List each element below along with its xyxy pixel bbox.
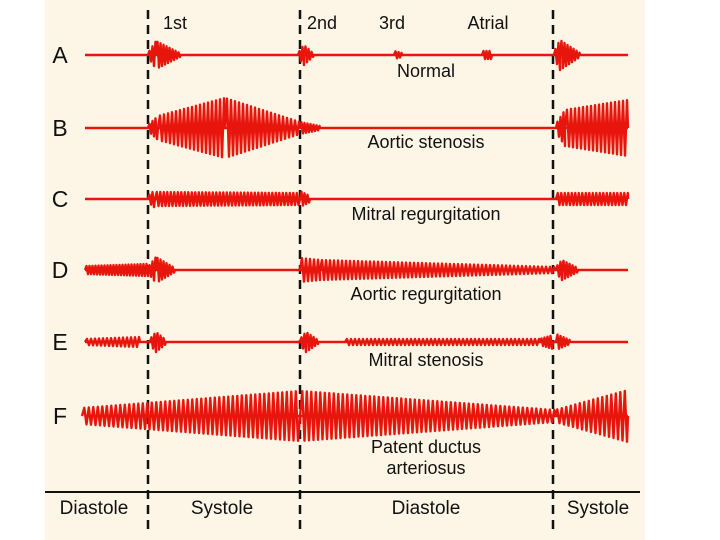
waveform (554, 191, 630, 207)
row-caption: Mitral regurgitation (351, 204, 500, 224)
waveform (554, 111, 567, 148)
waveform (298, 257, 322, 283)
waveform (298, 121, 322, 135)
waveform (560, 259, 580, 280)
sound-label: 1st (163, 13, 187, 33)
waveform (80, 390, 302, 442)
row-caption: Aortic regurgitation (350, 284, 501, 304)
waveform (146, 40, 158, 68)
waveform (553, 389, 630, 443)
waveform (563, 99, 630, 157)
waveform (154, 40, 182, 69)
row-letter: D (52, 257, 69, 283)
waveform (223, 97, 302, 158)
phase-label: Diastole (60, 498, 129, 519)
waveform (83, 262, 150, 278)
waveform (296, 45, 306, 67)
waveform (558, 39, 582, 70)
waveform (146, 256, 158, 282)
row-caption: arteriosus (386, 458, 465, 478)
waveform (146, 190, 157, 209)
waveform (538, 334, 555, 350)
content: 1st 2nd 3rd Atrial Diastole Systole Diastole Sy… (52, 13, 630, 519)
waveform (392, 50, 404, 60)
sound-label: Atrial (467, 13, 508, 33)
row-letter: F (53, 403, 67, 429)
row-letter: E (52, 329, 67, 355)
waveform (304, 331, 320, 352)
phase-label: Diastole (392, 498, 461, 519)
row-caption: Aortic stenosis (367, 132, 484, 152)
waveform (554, 333, 572, 350)
waveform (552, 41, 562, 72)
waveform (480, 49, 494, 61)
waveform (298, 332, 308, 354)
waveform (156, 97, 227, 159)
waveform (554, 260, 564, 282)
row-letter: A (52, 42, 68, 68)
waveform (298, 390, 557, 442)
waveform (298, 190, 312, 207)
sound-label: 3rd (379, 13, 405, 33)
row-caption: Patent ductus (371, 437, 481, 457)
phase-label: Systole (191, 498, 253, 519)
phase-label: Systole (567, 498, 629, 519)
waveform (148, 332, 158, 354)
waveform (154, 256, 177, 283)
row-letter: C (52, 186, 69, 212)
waveform (154, 332, 168, 351)
waveform (344, 337, 542, 347)
waveform (146, 117, 160, 141)
sound-label: 2nd (307, 13, 337, 33)
row-caption: Mitral stenosis (368, 350, 483, 370)
row-letter: B (52, 115, 67, 141)
waveform (153, 190, 302, 208)
row-caption: Normal (397, 61, 455, 81)
waveform (302, 45, 316, 64)
waveform (83, 335, 142, 349)
waveform (318, 258, 557, 282)
